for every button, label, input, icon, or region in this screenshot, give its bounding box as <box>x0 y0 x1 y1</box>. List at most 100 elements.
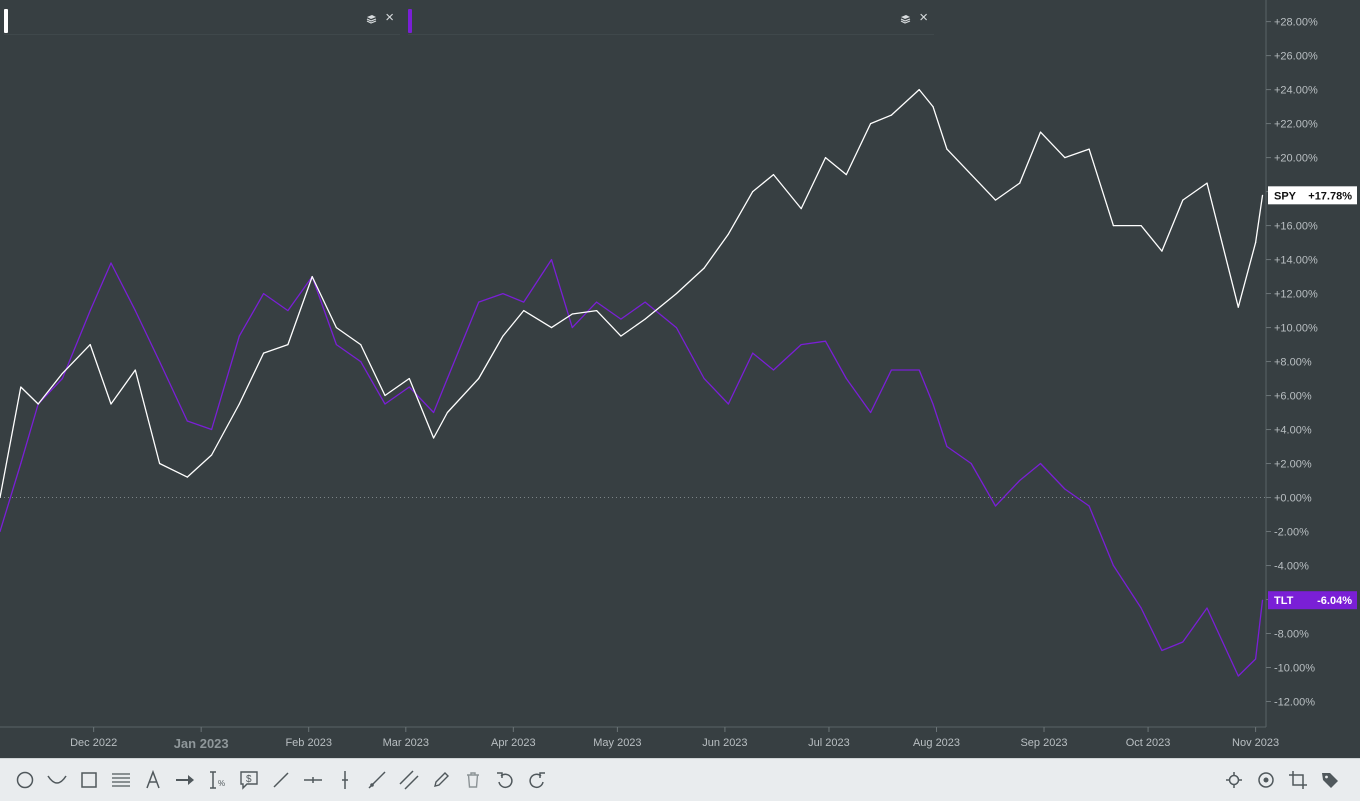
data-point-tlt <box>703 377 705 380</box>
y-tick-label: +28.00% <box>1274 17 1318 29</box>
tag-icon[interactable] <box>1319 769 1341 791</box>
parallel-channel-tool-icon[interactable] <box>398 769 420 791</box>
data-point-spy <box>644 318 646 320</box>
data-point-tlt <box>110 262 112 264</box>
trash-icon[interactable] <box>462 769 484 791</box>
text-tool-icon[interactable] <box>142 769 164 791</box>
data-point-tlt <box>1182 641 1184 643</box>
data-point-spy <box>408 377 410 380</box>
horizontal-line-tool-icon[interactable] <box>302 769 324 791</box>
vertical-line-tool-icon[interactable] <box>334 769 356 791</box>
tlt-color-swatch <box>408 9 412 33</box>
data-point-tlt <box>210 428 213 431</box>
fib-lines-tool-icon[interactable] <box>110 769 132 791</box>
data-point-spy <box>571 313 573 315</box>
circle-tool-icon[interactable] <box>14 769 36 791</box>
data-point-tlt <box>0 530 1 533</box>
series-tab-tlt[interactable]: × <box>408 4 934 35</box>
ray-tool-icon[interactable] <box>366 769 388 791</box>
data-point-tlt <box>824 340 827 342</box>
y-tick-label: +22.00% <box>1274 119 1318 131</box>
arc-tool-icon[interactable] <box>46 769 68 791</box>
y-tick-label: +6.00% <box>1274 391 1312 403</box>
data-point-tlt <box>1064 488 1066 490</box>
y-tick-label: -10.00% <box>1274 663 1315 675</box>
series-symbol-label: SPY <box>1274 190 1297 202</box>
sync-icon[interactable] <box>1255 769 1277 791</box>
data-point-spy <box>335 326 338 329</box>
x-tick-label: Jun 2023 <box>702 737 747 749</box>
y-tick-label: -4.00% <box>1274 561 1309 573</box>
data-point-tlt <box>478 301 480 303</box>
data-point-tlt <box>1039 462 1042 465</box>
chart-plot-area[interactable]: -12.00%-10.00%-8.00%-6.00%-4.00%-2.00%+0… <box>0 0 1360 758</box>
data-point-tlt <box>845 377 847 380</box>
x-tick-label: Feb 2023 <box>285 737 331 749</box>
data-point-tlt <box>1019 479 1021 482</box>
y-tick-label: +10.00% <box>1274 323 1318 335</box>
x-tick-label: Jul 2023 <box>808 737 850 749</box>
layers-icon[interactable] <box>365 12 377 24</box>
y-tick-label: +2.00% <box>1274 459 1312 471</box>
comparison-chart[interactable]: -12.00%-10.00%-8.00%-6.00%-4.00%-2.00%+0… <box>0 0 1360 758</box>
data-point-tlt <box>287 309 289 312</box>
data-point-spy <box>1039 131 1042 133</box>
data-point-tlt <box>918 369 920 371</box>
data-point-spy <box>772 173 775 176</box>
data-point-tlt <box>134 309 136 312</box>
series-last-value: +17.78% <box>1308 190 1352 202</box>
data-point-spy <box>263 352 265 354</box>
close-icon[interactable]: × <box>919 9 928 26</box>
data-point-tlt <box>772 369 775 371</box>
data-point-spy <box>620 335 622 337</box>
crop-icon[interactable] <box>1287 769 1309 791</box>
y-tick-label: +12.00% <box>1274 289 1318 301</box>
data-point-tlt <box>20 462 22 465</box>
layers-icon[interactable] <box>899 12 911 24</box>
data-point-spy <box>1019 182 1021 184</box>
data-point-tlt <box>432 411 435 414</box>
data-point-tlt <box>360 360 362 363</box>
spy-color-swatch <box>4 9 8 33</box>
data-point-tlt <box>158 360 161 363</box>
close-icon[interactable]: × <box>385 9 394 26</box>
data-point-spy <box>61 372 64 375</box>
x-tick-label: Mar 2023 <box>383 737 429 749</box>
data-point-tlt <box>1161 649 1163 652</box>
data-point-tlt <box>1254 658 1257 660</box>
data-point-tlt <box>1206 607 1208 609</box>
y-tick-label: +4.00% <box>1274 425 1312 437</box>
arrow-tool-icon[interactable] <box>174 769 196 791</box>
pencil-tool-icon[interactable] <box>430 769 452 791</box>
data-point-spy <box>970 173 972 176</box>
data-point-spy <box>37 403 39 405</box>
trend-line-tool-icon[interactable] <box>270 769 292 791</box>
x-tick-label: Nov 2023 <box>1232 737 1279 749</box>
data-point-spy <box>523 309 525 312</box>
data-point-tlt <box>595 301 598 303</box>
rectangle-tool-icon[interactable] <box>78 769 100 791</box>
crosshair-icon[interactable] <box>1223 769 1245 791</box>
last-value-tag-tlt <box>1268 591 1357 610</box>
data-point-spy <box>869 122 872 125</box>
data-point-spy <box>446 411 449 414</box>
x-tick-label: Dec 2022 <box>70 737 117 749</box>
price-callout-tool-icon[interactable]: $ <box>238 769 260 791</box>
undo-icon[interactable] <box>494 769 516 791</box>
data-point-spy <box>0 496 1 499</box>
y-tick-label: +26.00% <box>1274 51 1318 63</box>
data-point-spy <box>1206 182 1208 184</box>
data-point-spy <box>134 369 136 371</box>
series-tab-spy[interactable]: × <box>4 4 400 35</box>
data-point-spy <box>1112 224 1114 227</box>
last-value-tag-spy <box>1268 186 1357 205</box>
data-point-spy <box>186 476 188 478</box>
measure-percent-tool-icon[interactable]: % <box>206 769 228 791</box>
data-point-spy <box>110 403 112 405</box>
data-point-spy <box>1088 148 1090 150</box>
redo-icon[interactable] <box>526 769 548 791</box>
y-tick-label: -2.00% <box>1274 527 1309 539</box>
data-point-tlt <box>869 411 872 414</box>
data-point-spy <box>158 462 161 465</box>
data-point-tlt <box>994 505 997 507</box>
